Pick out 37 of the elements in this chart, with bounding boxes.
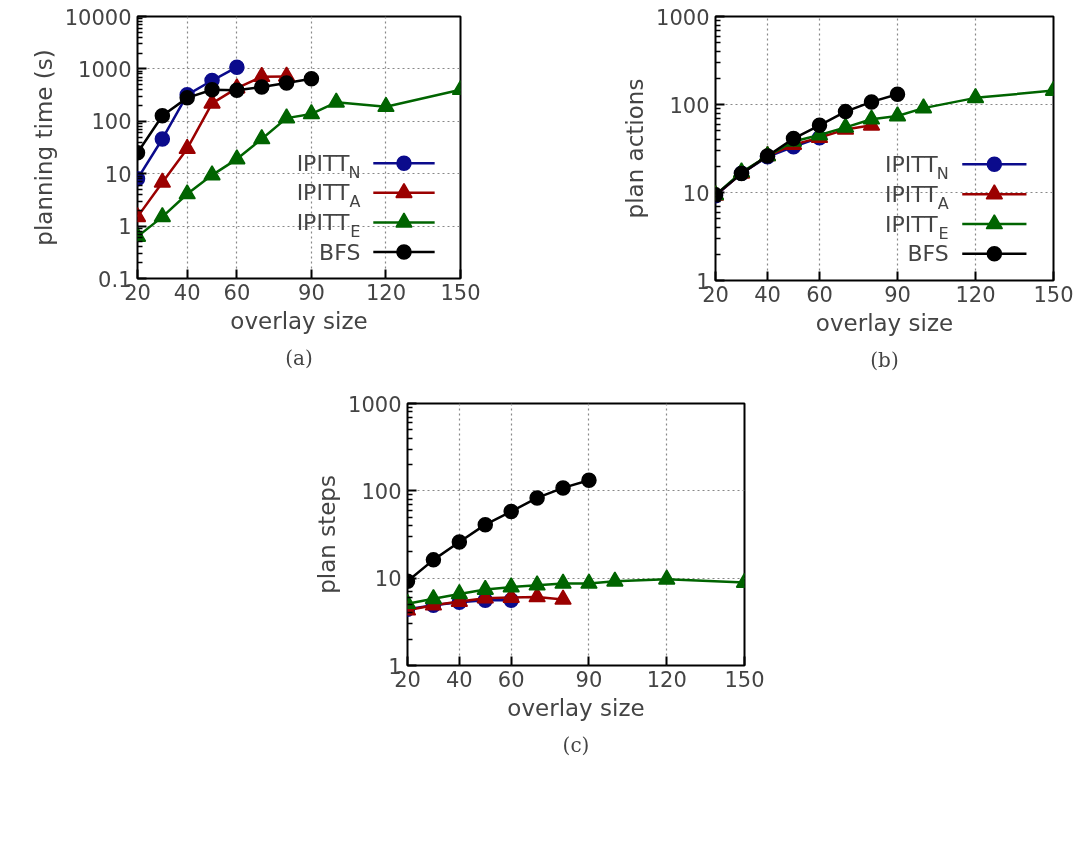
text: (a) — [285, 345, 313, 370]
text: (b) — [870, 347, 899, 372]
y-axis-title: plan steps — [314, 475, 341, 594]
y-axis-title: plan actions — [622, 78, 649, 219]
y-tick-label: 1000 — [78, 57, 132, 82]
x-tick-label: 40 — [173, 280, 201, 305]
x-tick-label: 60 — [497, 667, 525, 692]
y-tick-label: 1 — [118, 215, 132, 240]
x-axis-title: overlay size — [230, 307, 368, 334]
text: (c) — [562, 732, 590, 757]
y-tick-label: 10000 — [64, 5, 132, 30]
x-tick-label: 90 — [884, 282, 911, 307]
x-axis-title: overlay size — [815, 309, 954, 336]
x-tick-label: 150 — [1033, 282, 1074, 307]
x-tick-label: 120 — [365, 280, 407, 305]
x-tick-label: 120 — [646, 667, 687, 692]
x-tick-label: 90 — [575, 667, 603, 692]
y-tick-label: 10 — [374, 567, 402, 592]
x-tick-label: 150 — [440, 280, 481, 305]
y-tick-label: 100 — [91, 110, 132, 135]
y-tick-label: 10 — [682, 181, 710, 206]
x-tick-label: 150 — [724, 667, 765, 692]
y-tick-label: 10 — [104, 162, 132, 187]
y-tick-label: 100 — [361, 479, 402, 504]
x-tick-label: 90 — [298, 280, 325, 305]
legend-label: BFS — [319, 239, 361, 265]
y-tick-label: 1000 — [348, 392, 402, 417]
y-tick-label: 100 — [669, 93, 710, 118]
x-tick-label: 120 — [955, 282, 996, 307]
y-tick-label: 1000 — [656, 5, 710, 30]
x-axis-title: overlay size — [507, 694, 645, 721]
x-tick-label: 40 — [754, 282, 781, 307]
x-tick-label: 60 — [806, 282, 833, 307]
x-tick-label: 60 — [223, 280, 251, 305]
x-tick-label: 40 — [445, 667, 473, 692]
y-axis-title: planning time (s) — [30, 49, 57, 246]
legend-label: BFS — [907, 241, 949, 267]
